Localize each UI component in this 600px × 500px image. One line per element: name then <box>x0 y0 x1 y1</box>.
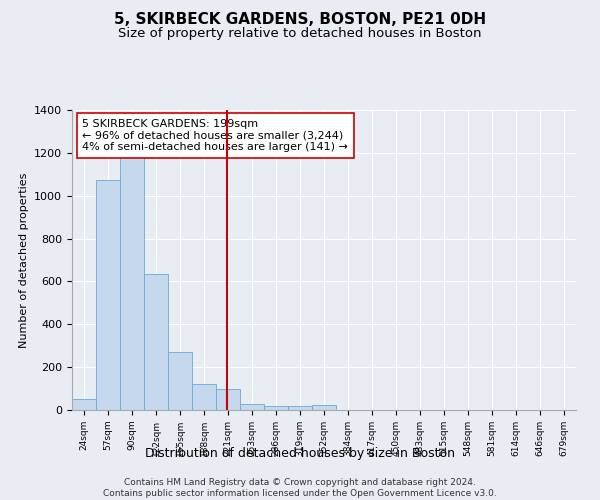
Text: Size of property relative to detached houses in Boston: Size of property relative to detached ho… <box>118 28 482 40</box>
Bar <box>264 406 288 410</box>
Bar <box>312 404 336 410</box>
Bar <box>120 140 144 410</box>
Bar <box>96 180 120 410</box>
Bar <box>288 406 312 410</box>
Text: Contains HM Land Registry data © Crown copyright and database right 2024.
Contai: Contains HM Land Registry data © Crown c… <box>103 478 497 498</box>
Bar <box>72 400 96 410</box>
Bar <box>168 352 192 410</box>
Bar <box>192 384 216 410</box>
Text: 5, SKIRBECK GARDENS, BOSTON, PE21 0DH: 5, SKIRBECK GARDENS, BOSTON, PE21 0DH <box>114 12 486 28</box>
Y-axis label: Number of detached properties: Number of detached properties <box>19 172 29 348</box>
Bar <box>240 404 264 410</box>
Text: Distribution of detached houses by size in Boston: Distribution of detached houses by size … <box>145 448 455 460</box>
Bar <box>216 388 240 410</box>
Bar <box>144 274 168 410</box>
Text: 5 SKIRBECK GARDENS: 199sqm
← 96% of detached houses are smaller (3,244)
4% of se: 5 SKIRBECK GARDENS: 199sqm ← 96% of deta… <box>82 119 348 152</box>
